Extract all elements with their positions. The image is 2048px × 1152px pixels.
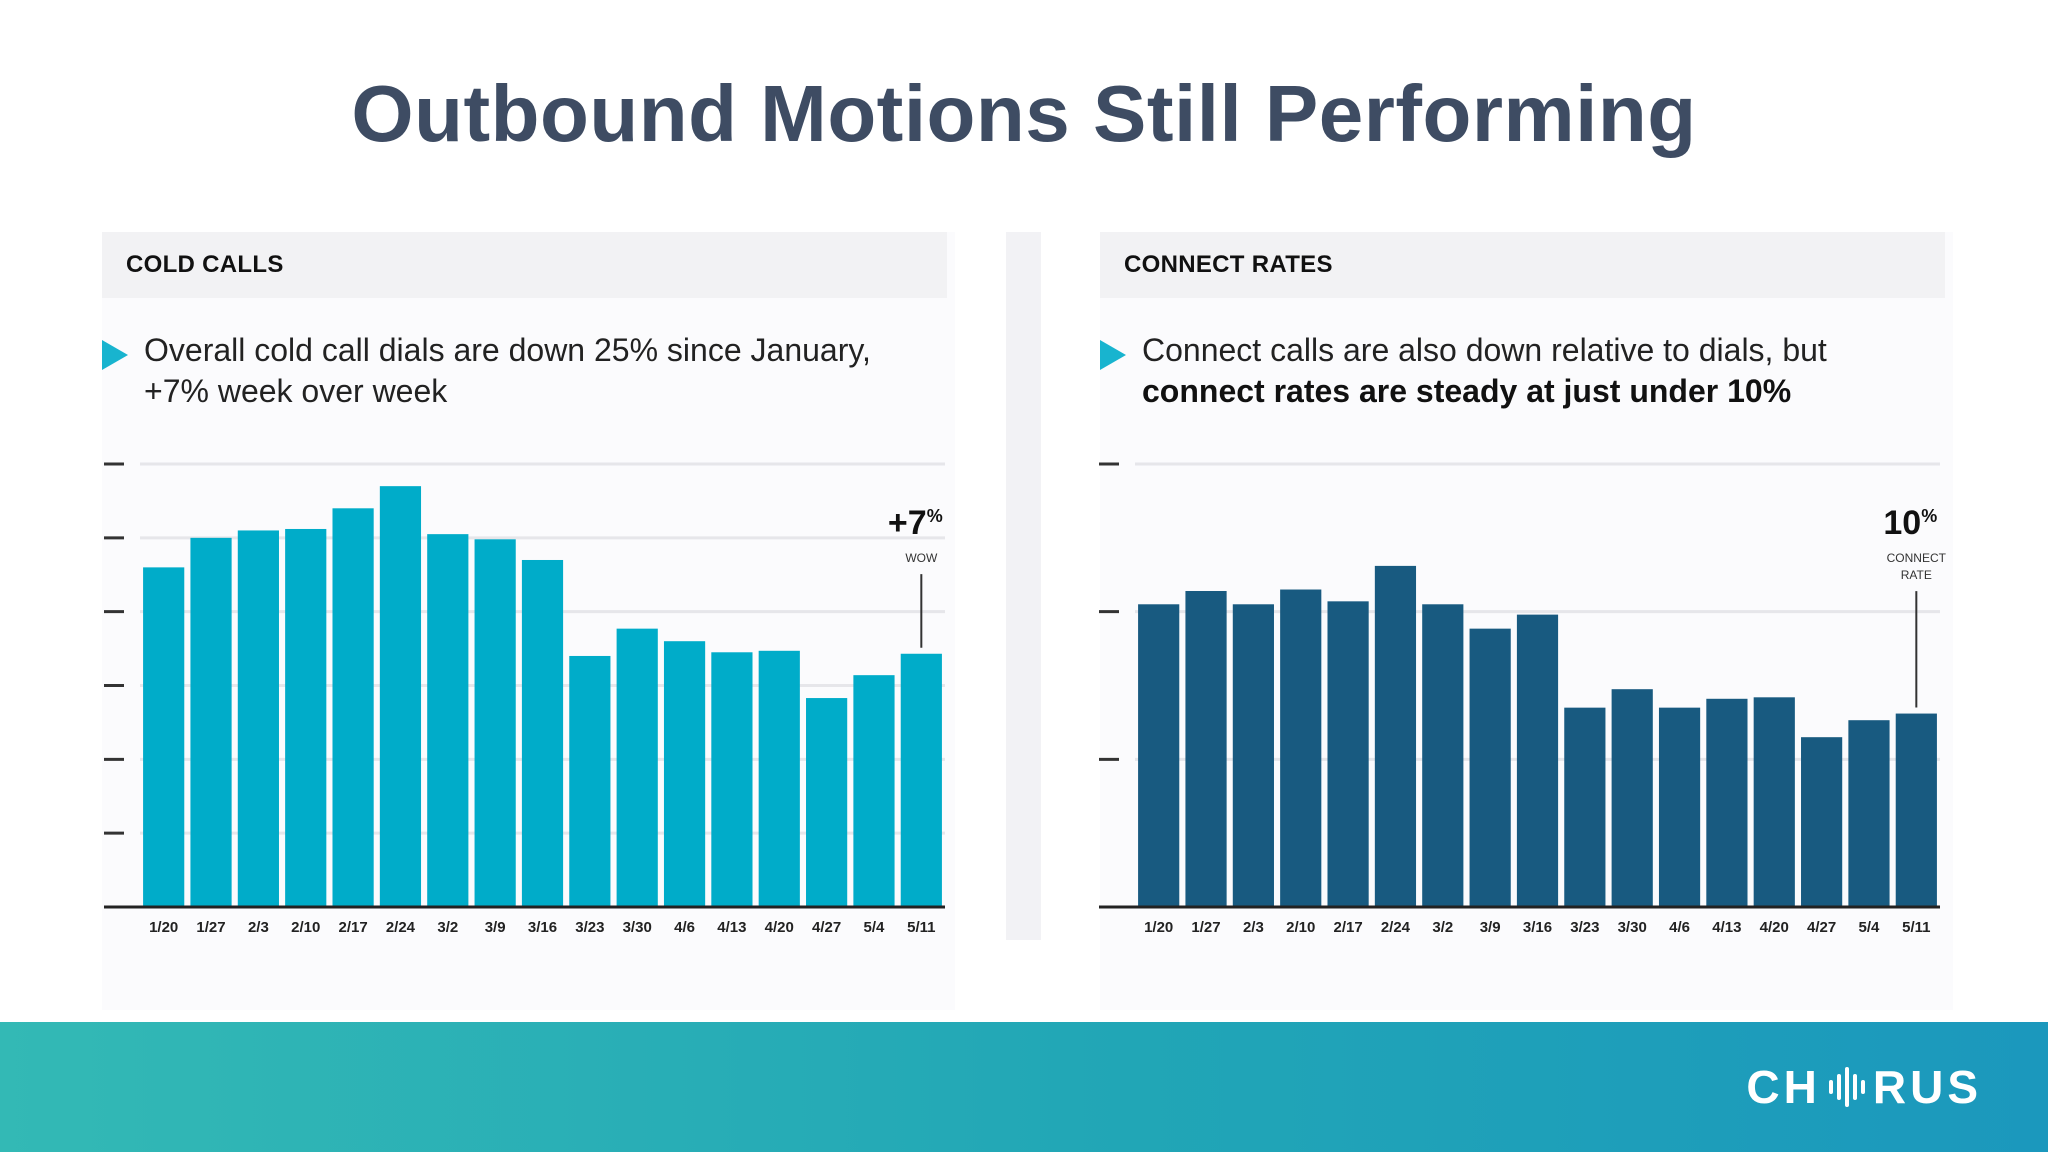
bar-5/4 [853, 675, 895, 907]
bar-3/9 [474, 539, 516, 907]
connect-rates-header: CONNECT RATES [1100, 232, 1945, 298]
chorus-logo: CH RUS [1746, 1061, 1982, 1113]
x-tick-label: 4/6 [674, 919, 695, 936]
cold-calls-bullet-text: Overall cold call dials are down 25% sin… [144, 332, 871, 409]
x-tick-label: 2/17 [1333, 919, 1362, 936]
bar-4/6 [663, 641, 706, 907]
bar-1/27 [1185, 590, 1227, 907]
x-tick-label: 4/20 [765, 919, 794, 936]
bar-2/3 [237, 530, 279, 907]
x-tick-label: 3/9 [485, 919, 506, 936]
bar-1/20 [143, 567, 185, 907]
connect-rates-bullet-bold: connect rates are steady at just under 1… [1142, 373, 1792, 409]
bullet-arrow-icon [1100, 340, 1126, 370]
bar-3/23 [569, 655, 611, 907]
bar-3/30 [616, 628, 658, 907]
x-tick-label: 5/11 [1902, 919, 1930, 936]
x-tick-label: 2/10 [1286, 919, 1315, 936]
page-title: Outbound Motions Still Performing [351, 69, 1697, 158]
connect-rates-bullet-text: Connect calls are also down relative to … [1142, 330, 1922, 412]
x-tick-label: 4/27 [812, 919, 841, 936]
bar-2/24 [379, 486, 422, 907]
x-tick-label: 2/3 [248, 919, 269, 936]
bullet-arrow-icon [102, 340, 128, 370]
x-tick-label: 3/30 [623, 919, 652, 936]
footer-band: CH RUS [0, 1022, 2048, 1152]
annotation-unit: % [927, 506, 943, 526]
x-tick-label: 5/4 [1859, 919, 1881, 936]
logo-rus: RUS [1872, 1061, 1982, 1113]
bar-3/16 [521, 559, 564, 907]
x-tick-label: 2/17 [338, 919, 367, 936]
annotation-value: +7% [888, 504, 943, 542]
bar-4/27 [1801, 737, 1843, 907]
x-tick-label: 3/9 [1480, 919, 1501, 936]
annotation-value: 10% [1883, 504, 1937, 542]
bar-4/13 [1706, 698, 1748, 907]
bar-3/9 [1469, 628, 1511, 907]
x-tick-label: 3/23 [575, 919, 604, 936]
x-tick-label: 5/11 [907, 919, 935, 936]
x-tick-label: 3/16 [1523, 919, 1552, 936]
x-tick-label: 3/2 [1432, 919, 1453, 936]
bar-3/23 [1564, 707, 1606, 907]
bar-5/11 [900, 653, 942, 907]
bar-2/24 [1374, 565, 1417, 907]
annotation-label: WOW [905, 551, 938, 565]
bar-4/20 [758, 650, 800, 907]
x-tick-label: 3/23 [1570, 919, 1599, 936]
logo-ch: CH [1746, 1061, 1821, 1113]
bar-2/17 [1327, 601, 1369, 907]
cold-calls-chart: 1/20 1/27 2/3 2/10 2/17 2/24 3/2 3/9 3/16 3/23 3/3… [104, 462, 945, 936]
bar-4/27 [806, 698, 848, 907]
x-tick-label: 2/24 [1381, 919, 1411, 936]
cold-calls-header-label: COLD CALLS [126, 251, 284, 278]
annotation-label: CONNECT [1887, 551, 1947, 565]
x-tick-label: 5/4 [864, 919, 886, 936]
x-tick-label: 4/13 [717, 919, 746, 936]
x-tick-label: 2/3 [1243, 919, 1264, 936]
x-tick-label: 4/13 [1712, 919, 1741, 936]
x-tick-label: 1/27 [1191, 919, 1220, 936]
x-tick-label: 3/30 [1618, 919, 1647, 936]
annotation-label: RATE [1901, 568, 1932, 582]
bar-1/27 [190, 537, 232, 907]
x-tick-label: 1/20 [149, 919, 178, 936]
bar-2/10 [285, 528, 327, 907]
x-tick-label: 4/6 [1669, 919, 1690, 936]
connect-rates-header-label: CONNECT RATES [1124, 251, 1333, 278]
bar-5/11 [1895, 713, 1937, 907]
bar-2/17 [332, 508, 374, 907]
connect-rates-chart: 1/20 1/27 2/3 2/10 2/17 2/24 3/2 3/9 3/16 3/23 3/3… [1099, 462, 1947, 936]
bar-5/4 [1848, 720, 1890, 907]
bar-3/16 [1516, 614, 1559, 907]
x-tick-label: 1/27 [196, 919, 225, 936]
bar-2/3 [1232, 604, 1274, 907]
x-tick-label: 1/20 [1144, 919, 1173, 936]
x-tick-label: 3/2 [437, 919, 458, 936]
bar-3/2 [1422, 604, 1464, 907]
bar-4/13 [711, 652, 753, 907]
bar-2/10 [1280, 589, 1322, 907]
cold-calls-header: COLD CALLS [102, 232, 947, 298]
x-tick-label: 2/10 [291, 919, 320, 936]
x-tick-label: 4/20 [1760, 919, 1789, 936]
bar-3/2 [427, 534, 469, 907]
bar-3/30 [1611, 689, 1653, 907]
bar-1/20 [1138, 604, 1180, 907]
x-tick-label: 4/27 [1807, 919, 1836, 936]
column-divider [1006, 232, 1041, 940]
x-tick-label: 3/16 [528, 919, 557, 936]
bar-4/6 [1658, 707, 1701, 907]
soundwave-icon [1828, 1065, 1865, 1109]
bar-4/20 [1753, 697, 1795, 907]
x-tick-label: 2/24 [386, 919, 416, 936]
connect-rates-bullet-plain: Connect calls are also down relative to … [1142, 332, 1827, 368]
annotation-unit: % [1921, 506, 1937, 526]
